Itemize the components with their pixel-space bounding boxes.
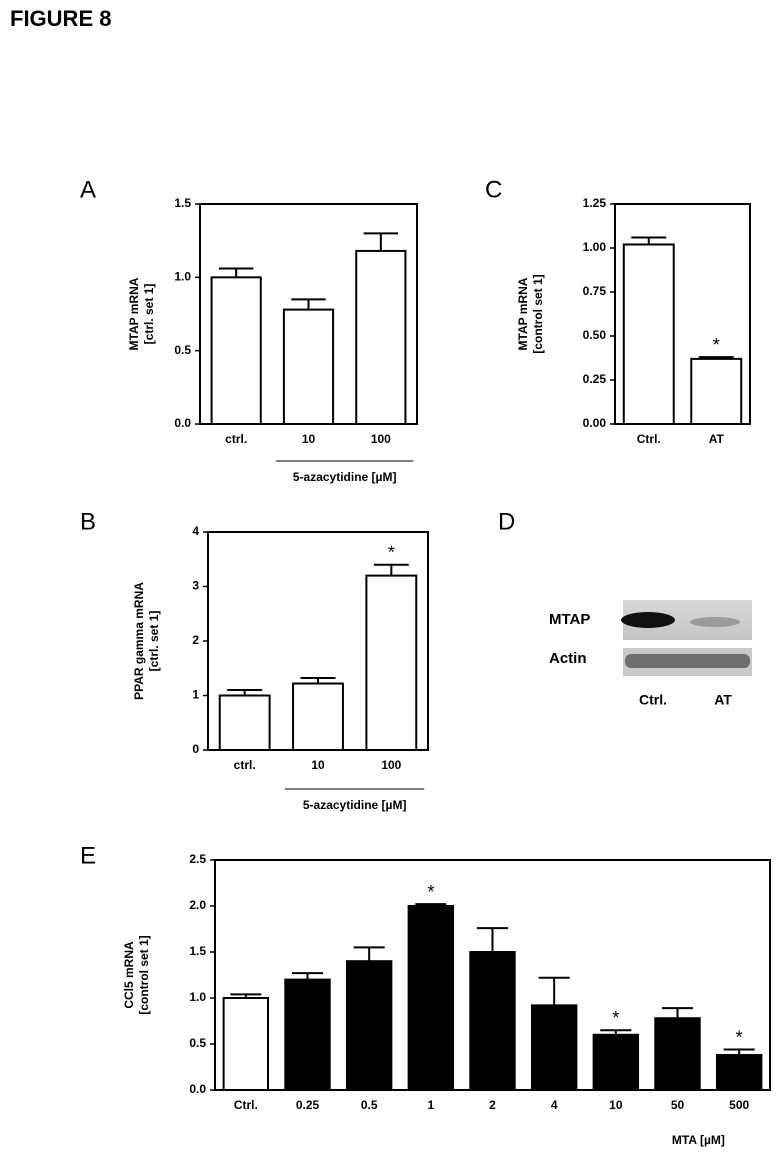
y-tick-label: 0.5 xyxy=(189,1036,206,1050)
y-tick-label: 0.00 xyxy=(583,416,607,430)
y-axis-unit: [ctrl. set 1] xyxy=(142,284,156,345)
y-tick-label: 1.5 xyxy=(174,196,191,210)
plot-frame xyxy=(614,203,751,425)
x-tick-label: ctrl. xyxy=(225,432,247,446)
x-axis-label: MTA xyxy=(672,1133,697,1147)
y-axis-label: MTAP mRNA xyxy=(127,277,141,350)
blot-row-label: MTAP xyxy=(549,611,590,628)
x-tick-label: 0.5 xyxy=(361,1098,378,1112)
bar xyxy=(690,357,743,426)
y-axis-label: MTAP mRNA xyxy=(516,277,530,350)
x-tick-label: 100 xyxy=(381,758,401,772)
blot-band xyxy=(690,617,740,627)
y-tick-label: 4 xyxy=(192,524,199,538)
y-tick-label: 1.5 xyxy=(189,944,206,958)
y-axis-unit: [ctrl. set 1] xyxy=(147,611,161,672)
x-tick-label: 100 xyxy=(371,432,391,446)
plot-frame xyxy=(214,859,771,1091)
y-tick-label: 1.00 xyxy=(583,240,607,254)
panel-letter: B xyxy=(80,508,96,535)
x-tick-label: Ctrl. xyxy=(637,432,661,446)
bar xyxy=(218,694,271,751)
x-tick-label: AT xyxy=(709,432,725,446)
bar xyxy=(284,978,331,1091)
panel-letter: D xyxy=(498,508,515,535)
significance-mark: * xyxy=(713,335,720,355)
significance-mark: * xyxy=(736,1027,743,1047)
group-label: 5-azacytidine [µM] xyxy=(303,798,407,812)
x-tick-label: 4 xyxy=(551,1098,558,1112)
bar xyxy=(365,574,418,751)
bar xyxy=(407,905,455,1091)
bar xyxy=(715,1054,763,1092)
y-axis-label: CCl5 mRNA xyxy=(122,941,136,1009)
x-tick-label: 10 xyxy=(302,432,316,446)
blot-band xyxy=(621,612,675,628)
y-tick-label: 1.0 xyxy=(189,990,206,1004)
y-tick-label: 2 xyxy=(192,633,199,647)
blot-column-label: Ctrl. xyxy=(639,692,667,708)
y-tick-label: 0.0 xyxy=(174,416,191,430)
bar xyxy=(592,1033,640,1092)
bar xyxy=(222,997,270,1091)
x-tick-label: 10 xyxy=(609,1098,623,1112)
y-tick-label: 1 xyxy=(192,688,199,702)
bar xyxy=(292,682,344,752)
blot-column-label: AT xyxy=(714,692,732,708)
y-tick-label: 0.25 xyxy=(583,372,607,386)
x-tick-label: ctrl. xyxy=(234,758,256,772)
significance-mark: * xyxy=(427,882,434,902)
blot-band xyxy=(625,654,750,668)
y-tick-label: 0.0 xyxy=(189,1082,206,1096)
bar xyxy=(654,1017,701,1091)
y-tick-label: 0.5 xyxy=(174,343,191,357)
bar xyxy=(355,249,407,425)
panel-letter: C xyxy=(485,176,502,203)
x-tick-label: 0.25 xyxy=(296,1098,320,1112)
y-axis-unit: [control set 1] xyxy=(531,274,545,353)
panel-letter: A xyxy=(80,176,96,203)
x-tick-label: 10 xyxy=(311,758,325,772)
bar xyxy=(530,1004,578,1091)
y-tick-label: 1.0 xyxy=(174,270,191,284)
x-tick-label: 500 xyxy=(729,1098,749,1112)
x-tick-label: Ctrl. xyxy=(234,1098,258,1112)
y-tick-label: 1.25 xyxy=(583,196,607,210)
x-tick-label: 2 xyxy=(489,1098,496,1112)
y-tick-label: 2.5 xyxy=(189,852,206,866)
x-tick-label: 50 xyxy=(671,1098,685,1112)
bar xyxy=(622,243,675,425)
group-label: 5-azacytidine [µM] xyxy=(293,470,397,484)
blot-row-label: Actin xyxy=(549,650,587,667)
y-tick-label: 0.50 xyxy=(583,328,607,342)
y-axis-label: PPAR gamma mRNA xyxy=(132,582,146,700)
plot-frame xyxy=(199,203,418,425)
x-axis-unit: [µM] xyxy=(700,1133,725,1147)
y-tick-label: 0 xyxy=(192,742,199,756)
x-tick-label: 1 xyxy=(427,1098,434,1112)
y-tick-label: 3 xyxy=(192,579,199,593)
y-axis-unit: [control set 1] xyxy=(137,935,151,1014)
y-tick-label: 2.0 xyxy=(189,898,206,912)
y-tick-label: 0.75 xyxy=(583,284,607,298)
panel-letter: E xyxy=(80,842,96,869)
bar xyxy=(469,951,516,1091)
bar xyxy=(210,276,262,426)
plot-frame xyxy=(207,531,429,751)
figure-title: FIGURE 8 xyxy=(10,6,111,31)
bar xyxy=(345,960,393,1092)
bar xyxy=(282,308,335,426)
significance-mark: * xyxy=(388,542,395,562)
significance-mark: * xyxy=(612,1008,619,1028)
